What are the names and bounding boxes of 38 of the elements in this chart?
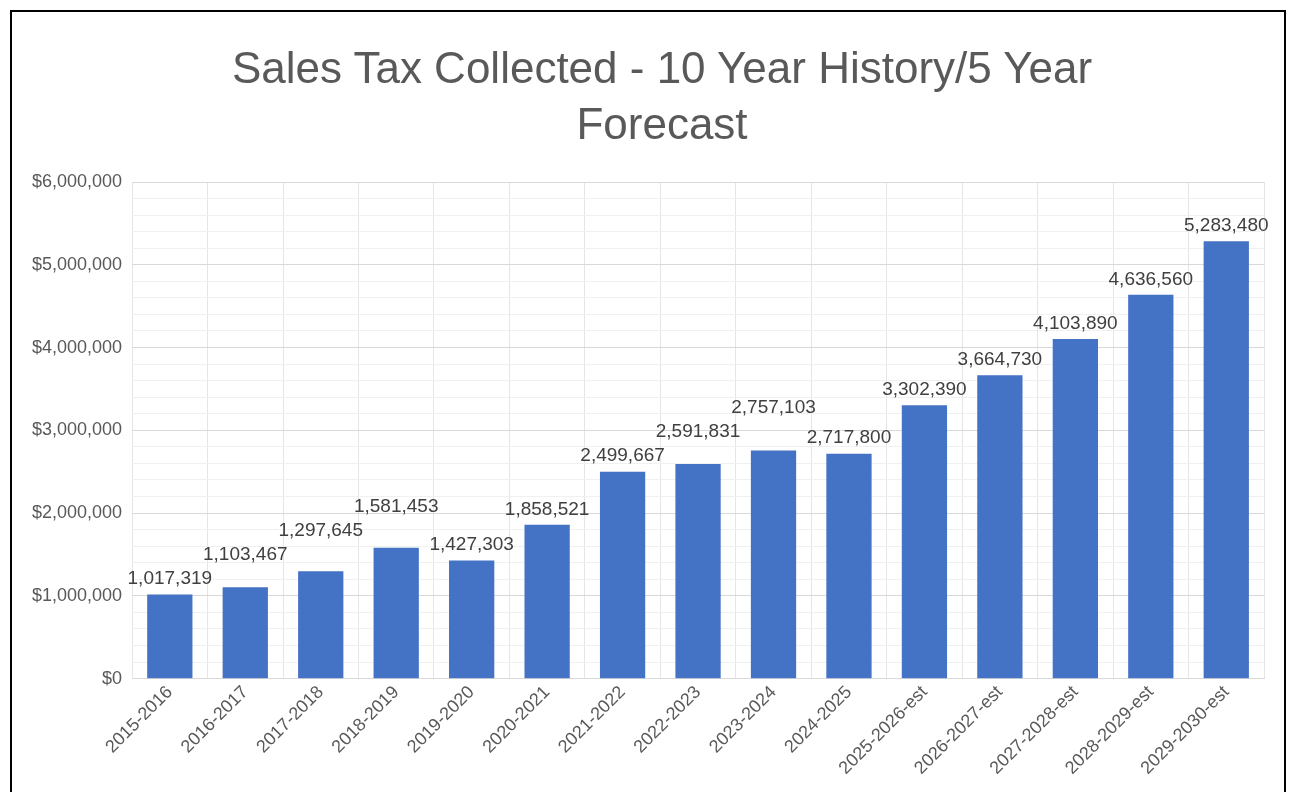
- y-tick-label: $0: [102, 667, 123, 688]
- data-label: 5,283,480: [1184, 214, 1269, 236]
- y-tick-label: $3,000,000: [31, 419, 123, 440]
- bar: [524, 524, 570, 679]
- chart-title: Sales Tax Collected - 10 Year History/5 Year Forecast: [230, 42, 1094, 150]
- bar: [147, 594, 193, 679]
- data-label: 3,664,730: [957, 348, 1043, 370]
- data-label: 1,017,319: [127, 567, 213, 589]
- data-label: 1,103,467: [203, 543, 288, 565]
- data-label: 4,636,560: [1108, 267, 1194, 289]
- bar: [1128, 294, 1174, 679]
- bar: [373, 547, 419, 679]
- y-tick-label: $6,000,000: [31, 170, 123, 191]
- bar: [1203, 241, 1249, 679]
- bar: [977, 375, 1023, 679]
- data-label: 3,302,390: [882, 378, 967, 400]
- bar: [750, 450, 797, 679]
- data-label: 2,757,103: [731, 396, 816, 418]
- data-label: 2,591,831: [655, 420, 741, 442]
- bar: [826, 453, 872, 679]
- y-tick-label: $4,000,000: [31, 336, 123, 357]
- bar: [449, 560, 495, 679]
- data-label: 1,581,453: [353, 495, 439, 517]
- bar: [222, 587, 268, 679]
- data-label: 1,297,645: [278, 519, 364, 541]
- data-label: 2,717,800: [806, 426, 892, 448]
- data-label: 1,858,521: [504, 497, 590, 519]
- y-tick-label: $2,000,000: [31, 502, 123, 523]
- bar: [1052, 338, 1098, 679]
- bar: [599, 471, 646, 679]
- data-label: 2,499,667: [580, 444, 665, 466]
- bar: [675, 464, 721, 679]
- bar: [298, 571, 344, 679]
- data-label: 4,103,890: [1033, 311, 1118, 333]
- y-tick-label: $1,000,000: [31, 584, 123, 605]
- y-tick-label: $5,000,000: [31, 253, 123, 274]
- bar: [901, 405, 948, 679]
- data-label: 1,427,303: [429, 533, 514, 555]
